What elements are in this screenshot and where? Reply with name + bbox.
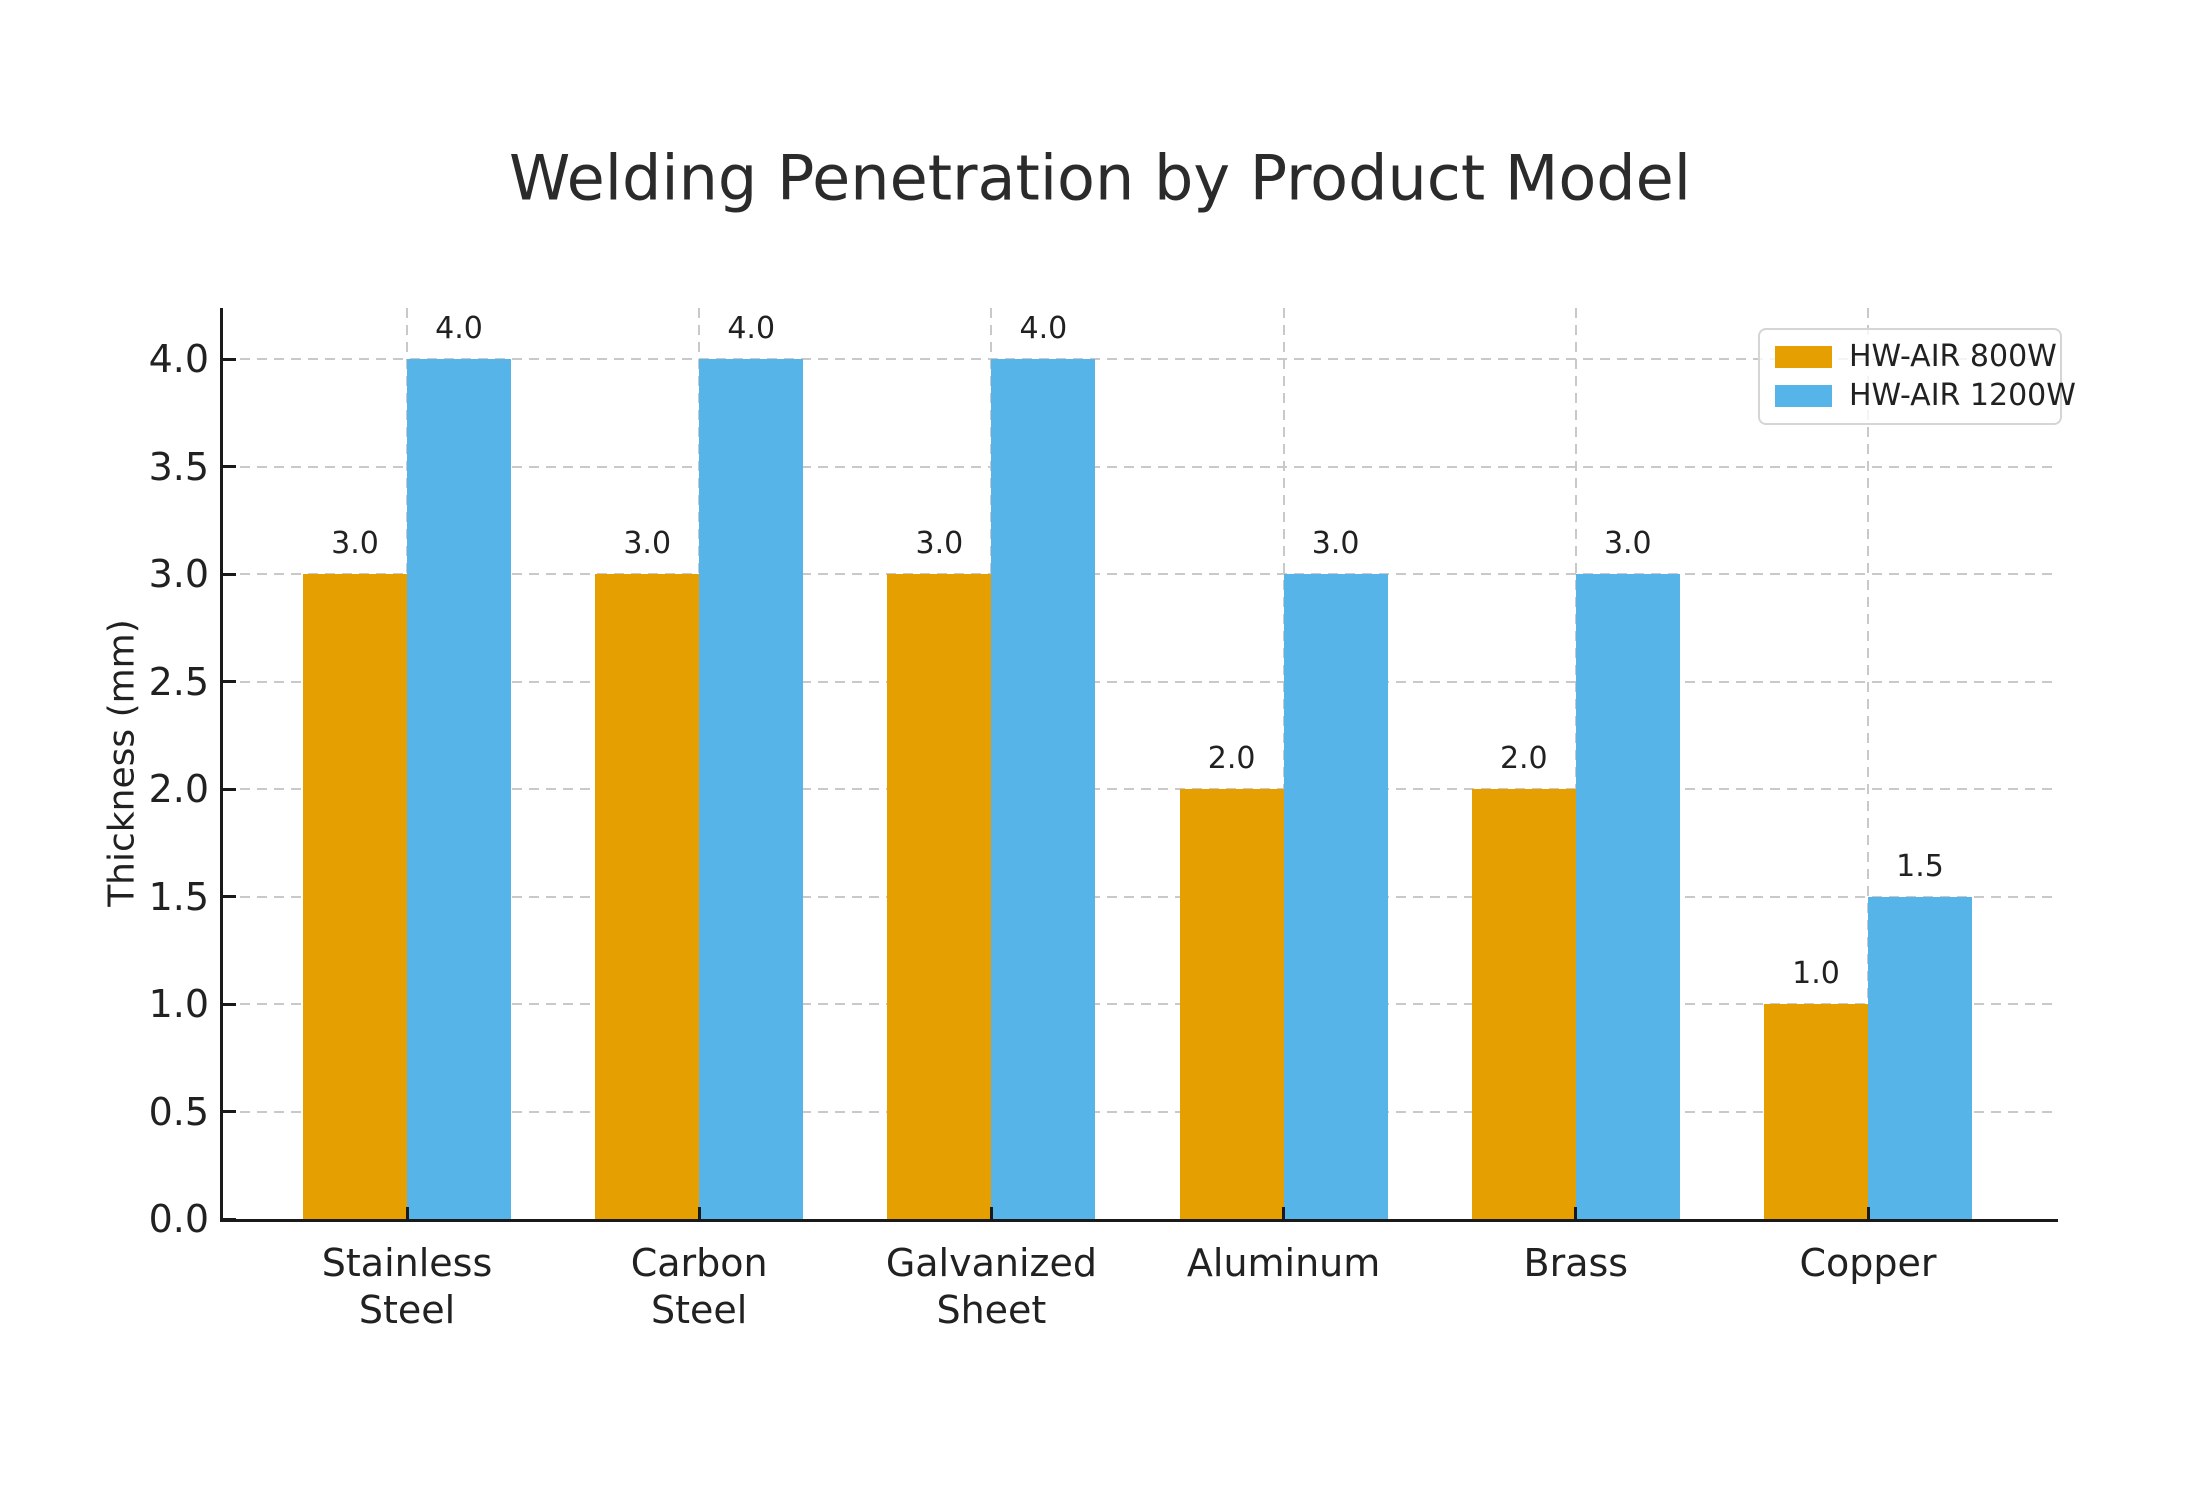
legend: HW-AIR 800W HW-AIR 1200W — [1758, 328, 2076, 425]
y-tick-label: 1.5 — [148, 874, 209, 919]
bar-value-label: 3.0 — [331, 526, 379, 561]
bar-value-label: 3.0 — [1311, 526, 1360, 561]
y-tick-mark — [223, 1217, 236, 1221]
y-tick-mark — [223, 787, 236, 791]
legend-item: HW-AIR 800W — [1775, 341, 2057, 373]
legend-label: HW-AIR 1200W — [1849, 378, 2076, 413]
gridline-vertical — [1867, 308, 1869, 1219]
bar-value-label: 4.0 — [1019, 311, 1068, 346]
gridline-horizontal — [223, 895, 2057, 898]
bar-hw-air-1200w-2 — [991, 359, 1096, 1219]
bar-value-label: 3.0 — [1603, 526, 1652, 561]
gridline-horizontal — [223, 1110, 2057, 1113]
x-tick-label: Aluminum — [1186, 1241, 1381, 1285]
y-tick-mark — [223, 895, 236, 898]
y-tick-label: 0.0 — [148, 1197, 209, 1241]
bar-hw-air-800w-2 — [887, 574, 992, 1219]
y-tick-mark — [223, 1110, 236, 1113]
gridline-horizontal — [223, 465, 2057, 468]
y-axis-spine — [220, 308, 223, 1222]
gridline-horizontal — [223, 1003, 2057, 1005]
y-tick-mark — [223, 357, 236, 361]
x-tick-mark — [697, 1207, 701, 1220]
gridline-horizontal — [223, 573, 2057, 575]
bar-hw-air-1200w-4 — [1575, 574, 1680, 1219]
bar-value-label: 4.0 — [435, 311, 483, 346]
bar-value-label: 2.0 — [1499, 741, 1548, 776]
bar-value-label: 1.5 — [1896, 848, 1944, 884]
y-tick-label: 3.0 — [148, 552, 209, 596]
bar-value-label: 4.0 — [727, 311, 776, 346]
bar-hw-air-800w-0 — [303, 574, 407, 1219]
y-tick-label: 3.5 — [148, 444, 209, 489]
bar-hw-air-800w-1 — [595, 574, 700, 1219]
y-tick-mark — [223, 572, 236, 576]
legend-swatch — [1775, 385, 1832, 407]
y-tick-label: 2.5 — [148, 659, 209, 704]
y-tick-mark — [223, 465, 236, 468]
bar-hw-air-1200w-1 — [699, 359, 804, 1219]
x-tick-mark — [1866, 1207, 1870, 1220]
x-tick-mark — [1574, 1207, 1578, 1220]
x-tick-mark — [1282, 1207, 1286, 1220]
gridline-horizontal — [223, 358, 2057, 360]
plot-area: 3.0 3.0 3.0 2.0 2.0 1.0 4.0 4.0 4.0 3.0 3.0 1.5 — [223, 308, 2057, 1219]
y-tick-mark — [223, 680, 236, 683]
y-tick-label: 4.0 — [148, 337, 209, 381]
bar-hw-air-800w-3 — [1179, 789, 1284, 1219]
x-tick-label: Copper — [1799, 1241, 1937, 1285]
gridline-horizontal — [223, 680, 2057, 683]
legend-item: HW-AIR 1200W — [1775, 380, 2076, 412]
y-tick-label: 0.5 — [148, 1089, 209, 1134]
y-tick-label: 1.0 — [148, 982, 209, 1026]
y-tick-label: 2.0 — [148, 767, 209, 811]
bar-value-label: 2.0 — [1207, 741, 1256, 776]
bar-hw-air-1200w-3 — [1283, 574, 1388, 1219]
bar-value-label: 3.0 — [623, 526, 672, 561]
bar-hw-air-1200w-5 — [1868, 896, 1972, 1219]
x-tick-mark — [989, 1207, 993, 1220]
bar-value-label: 1.0 — [1792, 956, 1840, 991]
bar-hw-air-800w-4 — [1471, 789, 1576, 1219]
chart-title: Welding Penetration by Product Model — [508, 141, 1692, 215]
bar-value-label: 3.0 — [915, 526, 964, 561]
legend-swatch — [1775, 346, 1832, 368]
x-axis-spine — [220, 1219, 2058, 1222]
x-tick-label: Galvanized Sheet — [885, 1241, 1097, 1332]
bar-hw-air-800w-5 — [1764, 1004, 1868, 1219]
gridline-horizontal — [223, 788, 2057, 790]
x-tick-label: Brass — [1523, 1241, 1629, 1285]
y-tick-mark — [223, 1002, 236, 1006]
x-tick-label: Stainless Steel — [321, 1241, 493, 1332]
x-tick-label: Carbon Steel — [630, 1241, 768, 1332]
x-tick-mark — [405, 1207, 409, 1220]
legend-label: HW-AIR 800W — [1849, 339, 2057, 374]
bar-hw-air-1200w-0 — [407, 359, 511, 1219]
